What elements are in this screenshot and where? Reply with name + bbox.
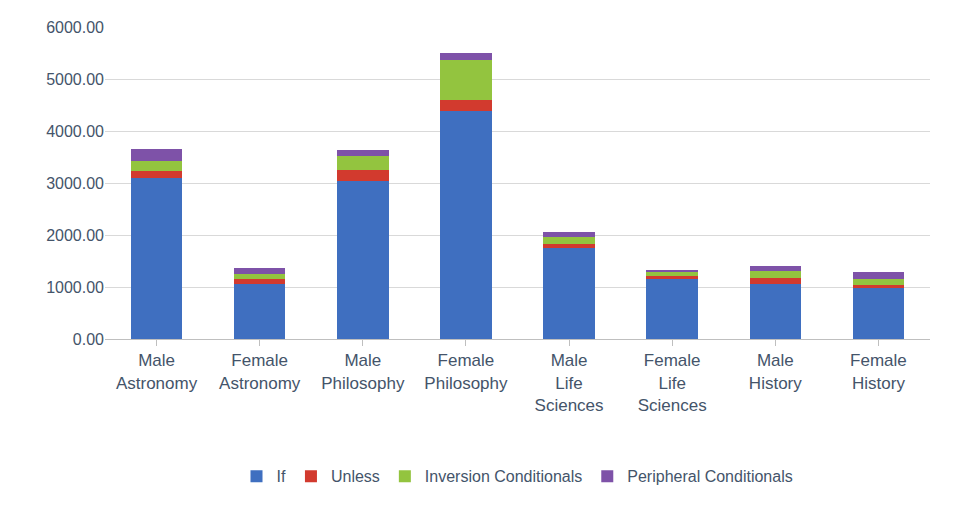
svg-text:2000.00: 2000.00 xyxy=(46,227,104,244)
svg-text:FemaleHistory: FemaleHistory xyxy=(850,351,907,392)
svg-text:FemaleLifeSciences: FemaleLifeSciences xyxy=(638,351,707,414)
svg-text:3000.00: 3000.00 xyxy=(46,175,104,192)
svg-text:MaleHistory: MaleHistory xyxy=(749,351,802,392)
svg-text:FemalePhilosophy: FemalePhilosophy xyxy=(424,351,508,392)
svg-text:Unless: Unless xyxy=(331,468,380,485)
svg-text:Peripheral Conditionals: Peripheral Conditionals xyxy=(627,468,792,485)
svg-text:0.00: 0.00 xyxy=(73,331,104,348)
svg-text:MalePhilosophy: MalePhilosophy xyxy=(321,351,405,392)
svg-text:1000.00: 1000.00 xyxy=(46,279,104,296)
svg-text:MaleAstronomy: MaleAstronomy xyxy=(116,351,198,392)
svg-text:If: If xyxy=(277,468,286,485)
svg-text:4000.00: 4000.00 xyxy=(46,123,104,140)
svg-text:Inversion Conditionals: Inversion Conditionals xyxy=(425,468,582,485)
svg-text:5000.00: 5000.00 xyxy=(46,71,104,88)
svg-text:MaleLifeSciences: MaleLifeSciences xyxy=(535,351,604,414)
svg-text:6000.00: 6000.00 xyxy=(46,19,104,36)
svg-text:FemaleAstronomy: FemaleAstronomy xyxy=(219,351,301,392)
